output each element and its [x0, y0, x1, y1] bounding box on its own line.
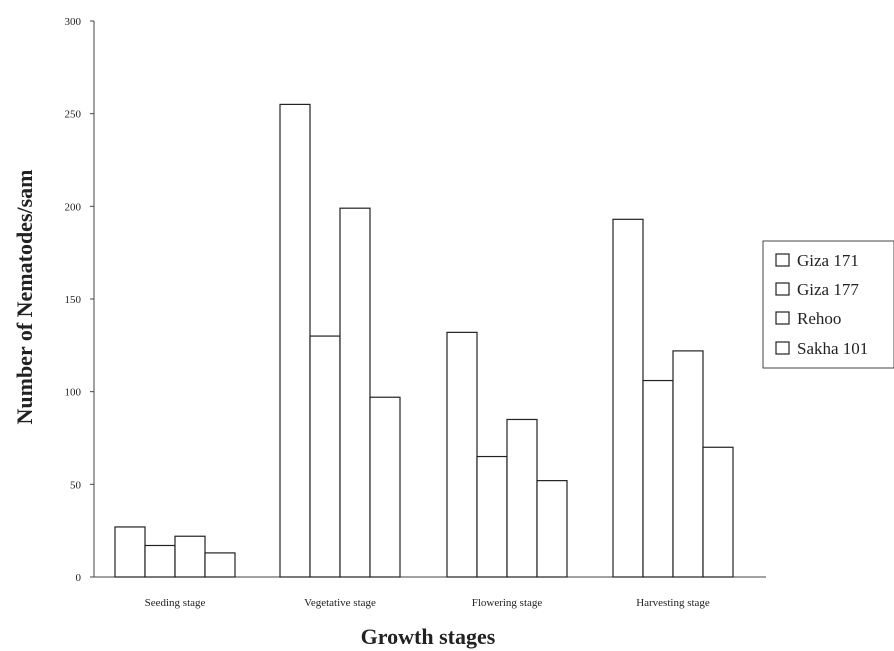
bar	[204, 552, 236, 578]
bar-group	[446, 331, 568, 578]
x-axis-title: Growth stages	[361, 624, 496, 649]
legend-label: Sakha 101	[797, 339, 868, 358]
y-tick-label: 50	[70, 479, 82, 491]
bar-group	[612, 218, 734, 578]
bar	[279, 103, 311, 578]
y-tick-label: 200	[65, 201, 82, 213]
legend-swatch	[775, 341, 790, 355]
bar	[446, 331, 478, 578]
bar	[144, 544, 176, 578]
bar-group	[279, 103, 401, 578]
bar	[612, 218, 644, 578]
chart-bars	[114, 103, 734, 578]
bar	[309, 335, 341, 578]
bar-group	[114, 526, 236, 578]
x-category-label: Seeding stage	[145, 597, 206, 609]
bar	[476, 455, 508, 578]
y-tick-label: 150	[65, 294, 82, 306]
bar	[369, 396, 401, 578]
bar	[642, 379, 674, 578]
x-category-label: Flowering stage	[472, 597, 543, 609]
legend-item: Giza 177	[775, 280, 859, 299]
bar	[339, 207, 371, 578]
legend-item: Sakha 101	[775, 339, 868, 358]
bar	[506, 418, 538, 578]
legend-item: Rehoo	[775, 309, 841, 328]
bar	[702, 446, 734, 578]
bar	[536, 480, 568, 578]
legend-item: Giza 171	[775, 251, 859, 270]
chart-legend: Giza 171 Giza 177 Rehoo Sakha 101	[762, 240, 894, 369]
legend-label: Rehoo	[797, 309, 841, 328]
y-tick-labels: 0 50 100 150 200 250 300	[65, 16, 82, 584]
y-tick-label: 300	[65, 16, 82, 28]
y-tick-label: 0	[76, 572, 82, 584]
x-category-label: Vegetative stage	[304, 597, 376, 609]
bar	[672, 350, 704, 578]
bar	[114, 526, 146, 578]
legend-label: Giza 177	[797, 280, 859, 299]
y-tick-label: 250	[65, 109, 82, 121]
legend-swatch	[775, 253, 790, 267]
y-axis-title: Number of Nematodes/sam	[12, 169, 37, 424]
legend-label: Giza 171	[797, 251, 859, 270]
y-tick-label: 100	[65, 387, 82, 399]
bar	[174, 535, 206, 578]
legend-swatch	[775, 282, 790, 296]
x-category-label: Harvesting stage	[636, 597, 710, 609]
legend-swatch	[775, 311, 790, 325]
x-category-labels: Seeding stage Vegetative stage Flowering s…	[145, 597, 710, 609]
